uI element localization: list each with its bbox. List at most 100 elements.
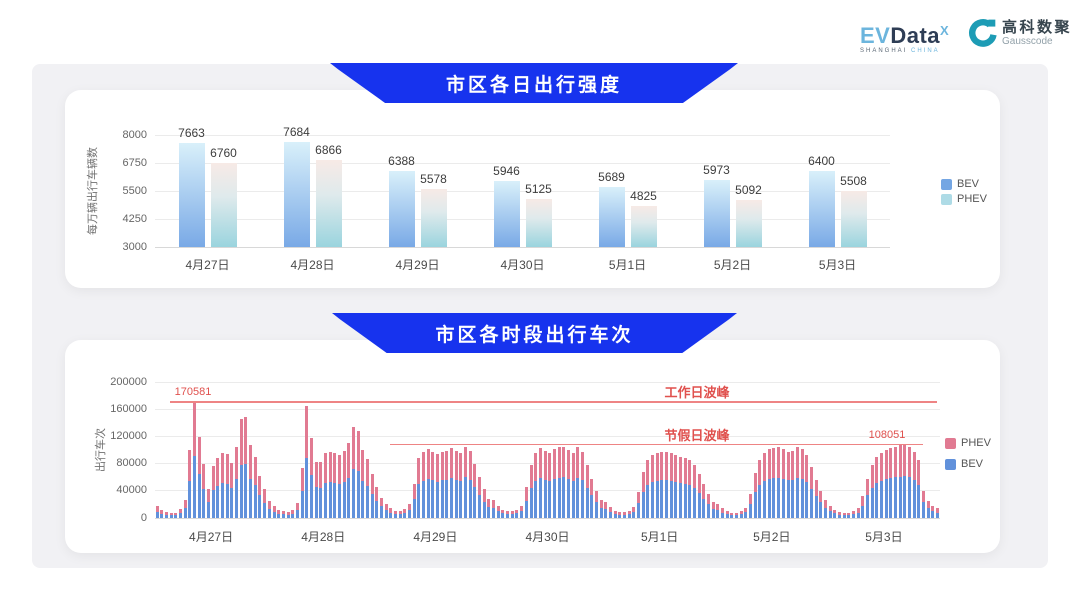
stacked-bar-phev	[501, 509, 505, 514]
stacked-bar-phev	[351, 426, 355, 469]
stacked-bar-bev	[197, 474, 201, 518]
stacked-bar-phev	[903, 444, 907, 477]
stacked-bar-bev	[179, 513, 183, 518]
stacked-bar-bev	[267, 508, 271, 518]
y-tick-label: 4250	[122, 212, 147, 225]
stacked-bar-bev	[922, 502, 925, 518]
stacked-bar-bev	[165, 514, 169, 518]
stacked-bar-phev	[403, 509, 407, 513]
stacked-bar-phev	[211, 466, 215, 491]
stacked-bar-phev	[552, 449, 556, 479]
stacked-bar-phev	[721, 508, 725, 513]
stacked-bar-bev	[272, 511, 276, 518]
stacked-bar-phev	[926, 501, 930, 509]
stacked-bar-phev	[300, 468, 304, 492]
grid-line	[155, 246, 890, 248]
annotation-label: 节假日波峰	[664, 427, 730, 443]
stacked-bar-phev	[646, 460, 650, 485]
stacked-bar-bev	[809, 488, 813, 518]
stacked-bar-bev	[333, 483, 337, 518]
x-tick-label: 4月29日	[413, 530, 458, 544]
stacked-bar-phev	[379, 497, 383, 507]
bar-value-label: 7663	[178, 125, 205, 140]
x-tick-label: 5月1日	[640, 530, 679, 544]
stacked-bar-bev	[501, 513, 505, 518]
stacked-bar-phev	[800, 449, 804, 479]
stacked-bar-phev	[636, 492, 640, 504]
legend-swatch-bev	[945, 459, 956, 470]
stacked-bar-bev	[697, 493, 701, 518]
stacked-bar-bev	[155, 511, 159, 518]
bar-phev	[840, 190, 867, 247]
stacked-bar-bev	[440, 480, 444, 518]
stacked-bar-bev	[683, 483, 687, 518]
gausscode-cn: 高科数聚	[1002, 19, 1073, 36]
stacked-bar-bev	[277, 513, 281, 518]
legend-item-bev[interactable]: BEV	[945, 458, 1015, 471]
stacked-bar-bev	[795, 477, 799, 518]
stacked-bar-bev	[800, 478, 804, 518]
stacked-bar-bev	[599, 507, 603, 518]
stacked-bar-phev	[389, 508, 393, 513]
legend-swatch-bev	[941, 179, 952, 190]
annotation-label: 工作日波峰	[664, 385, 730, 400]
gausscode-text: 高科数聚 Gausscode	[1002, 19, 1072, 47]
stacked-bar-bev	[202, 488, 206, 518]
stacked-bar-phev	[258, 475, 262, 496]
stacked-bar-phev	[263, 489, 267, 503]
grid-line	[155, 463, 940, 465]
stacked-bar-bev	[403, 512, 407, 518]
stacked-bar-phev	[851, 511, 855, 515]
stacked-bar-phev	[865, 478, 869, 496]
stacked-bar-phev	[828, 505, 832, 511]
stacked-bar-phev	[777, 447, 781, 478]
stacked-bar-phev	[249, 444, 253, 479]
stacked-bar-bev	[524, 500, 528, 518]
stacked-bar-bev	[730, 514, 734, 518]
stacked-bar-bev	[903, 476, 907, 518]
stacked-bar-phev	[613, 510, 617, 514]
stacked-bar-bev	[833, 513, 837, 518]
stacked-bar-bev	[445, 479, 449, 518]
stacked-bar-bev	[805, 482, 809, 518]
stacked-bar-bev	[342, 481, 346, 518]
stacked-bar-bev	[361, 481, 365, 518]
stacked-bar-phev	[487, 498, 491, 508]
stacked-bar-bev	[632, 511, 636, 518]
stacked-bar-phev	[431, 452, 435, 481]
stacked-bar-bev	[585, 487, 589, 518]
stacked-bar-phev	[244, 416, 248, 464]
stacked-bar-phev	[814, 479, 818, 497]
bar-phev	[525, 199, 552, 247]
stacked-bar-phev	[417, 458, 421, 484]
stacked-bar-bev	[749, 504, 753, 518]
daily-intensity-card: 每万辆出行车辆数 3000 4250 5500 6750 8000 7663 6760 4月27…	[65, 90, 1000, 288]
stacked-bar-bev	[249, 478, 253, 518]
legend-item-bev[interactable]: BEV	[941, 178, 1011, 191]
stacked-bar-bev	[861, 505, 865, 518]
stacked-bar-bev	[912, 480, 916, 518]
stacked-bar-bev	[917, 485, 921, 518]
stacked-bar-bev	[356, 471, 360, 518]
grid-line	[155, 190, 890, 192]
legend-swatch-phev	[941, 194, 952, 205]
bar-value-label: 4825	[630, 189, 657, 204]
stacked-bar-phev	[328, 452, 332, 483]
stacked-bar-phev	[459, 452, 463, 481]
stacked-bar-phev	[669, 453, 673, 482]
stacked-bar-phev	[174, 512, 178, 516]
bar-value-label: 6388	[388, 154, 415, 169]
legend-item-phev[interactable]: PHEV	[945, 437, 1015, 450]
stacked-bar-bev	[865, 495, 869, 518]
legend-item-phev[interactable]: PHEV	[941, 193, 1011, 206]
x-tick-label: 5月3日	[818, 258, 857, 272]
stacked-bar-phev	[333, 453, 337, 484]
stacked-bar-bev	[548, 481, 552, 518]
stacked-bar-bev	[665, 480, 668, 518]
stacked-bar-bev	[174, 515, 178, 518]
annotation-value-label: 108051	[868, 428, 906, 441]
stacked-bar-phev	[655, 452, 659, 481]
stacked-bar-bev	[468, 479, 472, 518]
stacked-bar-phev	[622, 511, 626, 515]
